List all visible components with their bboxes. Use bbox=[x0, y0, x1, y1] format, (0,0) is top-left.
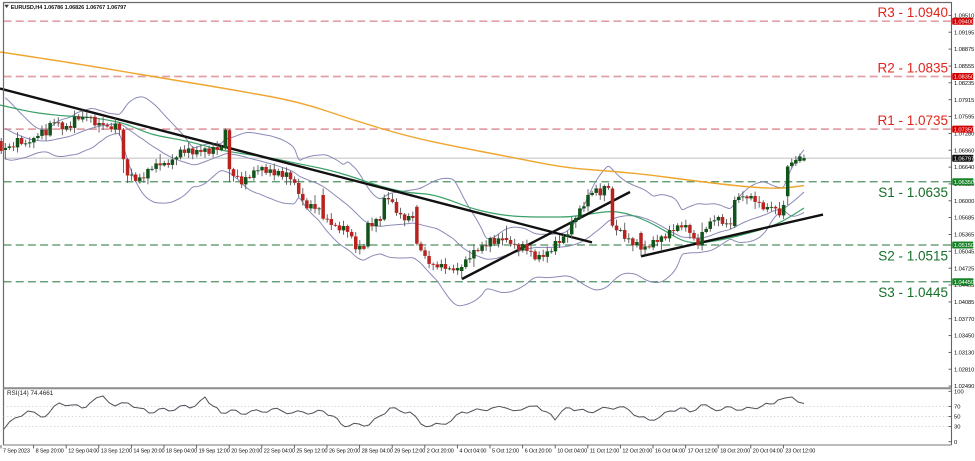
svg-text:1.07350: 1.07350 bbox=[954, 127, 974, 133]
svg-text:23 Oct 12:00: 23 Oct 12:00 bbox=[785, 448, 815, 454]
svg-text:1.05045: 1.05045 bbox=[954, 249, 974, 255]
svg-text:1.03130: 1.03130 bbox=[954, 351, 974, 357]
svg-text:29 Sep 12:00: 29 Sep 12:00 bbox=[394, 448, 425, 454]
svg-text:R1 - 1.0735: R1 - 1.0735 bbox=[877, 113, 948, 128]
svg-text:1.07595: 1.07595 bbox=[954, 115, 974, 121]
svg-text:20 Sep 20:00: 20 Sep 20:00 bbox=[231, 448, 262, 454]
svg-text:0: 0 bbox=[954, 440, 957, 446]
svg-text:1.09400: 1.09400 bbox=[954, 19, 974, 25]
svg-text:1.03770: 1.03770 bbox=[954, 317, 974, 323]
svg-text:14 Sep 20:00: 14 Sep 20:00 bbox=[133, 448, 164, 454]
svg-text:70: 70 bbox=[954, 405, 960, 411]
svg-text:1.07280: 1.07280 bbox=[954, 132, 974, 138]
svg-text:19 Sep 12:00: 19 Sep 12:00 bbox=[199, 448, 230, 454]
svg-text:1.07915: 1.07915 bbox=[954, 98, 974, 104]
svg-text:28 Sep 04:00: 28 Sep 04:00 bbox=[362, 448, 393, 454]
svg-text:1.05150: 1.05150 bbox=[954, 243, 974, 249]
svg-text:13 Sep 12:00: 13 Sep 12:00 bbox=[101, 448, 132, 454]
svg-text:18 Oct 20:00: 18 Oct 20:00 bbox=[720, 448, 750, 454]
svg-text:1.03450: 1.03450 bbox=[954, 334, 974, 340]
svg-text:5 Oct 12:00: 5 Oct 12:00 bbox=[492, 448, 519, 454]
svg-text:R2 - 1.0835: R2 - 1.0835 bbox=[877, 61, 948, 76]
svg-text:1.06350: 1.06350 bbox=[954, 180, 974, 186]
svg-text:16 Oct 04:00: 16 Oct 04:00 bbox=[655, 448, 685, 454]
svg-text:R3 - 1.0940: R3 - 1.0940 bbox=[877, 5, 948, 20]
svg-text:1.09510: 1.09510 bbox=[954, 14, 974, 20]
svg-text:1.04725: 1.04725 bbox=[954, 266, 974, 272]
svg-text:1.06000: 1.06000 bbox=[954, 199, 974, 205]
svg-text:30: 30 bbox=[954, 425, 960, 431]
svg-text:22 Sep 04:00: 22 Sep 04:00 bbox=[264, 448, 295, 454]
svg-text:1.04450: 1.04450 bbox=[954, 280, 974, 286]
svg-text:S1 - 1.0635: S1 - 1.0635 bbox=[878, 185, 948, 200]
svg-text:S2 - 1.0515: S2 - 1.0515 bbox=[878, 249, 948, 264]
svg-text:1.08350: 1.08350 bbox=[954, 75, 974, 81]
svg-text:1.08235: 1.08235 bbox=[954, 81, 974, 87]
svg-text:8 Sep 20:00: 8 Sep 20:00 bbox=[36, 448, 64, 454]
svg-text:1.06960: 1.06960 bbox=[954, 148, 974, 154]
svg-text:12 Sep 04:00: 12 Sep 04:00 bbox=[68, 448, 99, 454]
svg-text:25 Sep 12:00: 25 Sep 12:00 bbox=[296, 448, 327, 454]
svg-text:1.04405: 1.04405 bbox=[954, 283, 974, 289]
svg-text:RSI(14) 74.4661: RSI(14) 74.4661 bbox=[7, 390, 54, 397]
svg-text:7 Sep 2023: 7 Sep 2023 bbox=[3, 448, 30, 454]
svg-text:50: 50 bbox=[954, 415, 960, 421]
svg-text:18 Sep 04:00: 18 Sep 04:00 bbox=[166, 448, 197, 454]
svg-text:17 Oct 12:00: 17 Oct 12:00 bbox=[688, 448, 718, 454]
svg-text:1.02810: 1.02810 bbox=[954, 367, 974, 373]
svg-text:1.08555: 1.08555 bbox=[954, 64, 974, 70]
svg-text:26 Sep 20:00: 26 Sep 20:00 bbox=[329, 448, 360, 454]
svg-text:EURUSD,H4 1.06786 1.06826 1.0: EURUSD,H4 1.06786 1.06826 1.06767 1.0679… bbox=[11, 5, 126, 11]
svg-text:1.06797: 1.06797 bbox=[954, 156, 974, 162]
svg-text:1.06640: 1.06640 bbox=[954, 165, 974, 171]
svg-text:11 Oct 12:00: 11 Oct 12:00 bbox=[590, 448, 619, 454]
svg-text:6 Oct 20:00: 6 Oct 20:00 bbox=[525, 448, 552, 454]
svg-text:12 Oct 20:00: 12 Oct 20:00 bbox=[622, 448, 652, 454]
svg-text:1.04085: 1.04085 bbox=[954, 300, 974, 306]
svg-text:4 Oct 04:00: 4 Oct 04:00 bbox=[459, 448, 486, 454]
svg-text:1.05365: 1.05365 bbox=[954, 233, 974, 239]
svg-text:1.02490: 1.02490 bbox=[954, 384, 974, 390]
svg-text:100: 100 bbox=[954, 389, 964, 395]
svg-text:1.09195: 1.09195 bbox=[954, 30, 974, 36]
svg-text:1.05685: 1.05685 bbox=[954, 216, 974, 222]
svg-text:20 Oct 04:00: 20 Oct 04:00 bbox=[753, 448, 783, 454]
svg-text:S3 - 1.0445: S3 - 1.0445 bbox=[878, 285, 948, 300]
svg-text:10 Oct 04:00: 10 Oct 04:00 bbox=[557, 448, 587, 454]
svg-text:1.08875: 1.08875 bbox=[954, 47, 974, 53]
svg-text:2 Oct 20:00: 2 Oct 20:00 bbox=[427, 448, 454, 454]
